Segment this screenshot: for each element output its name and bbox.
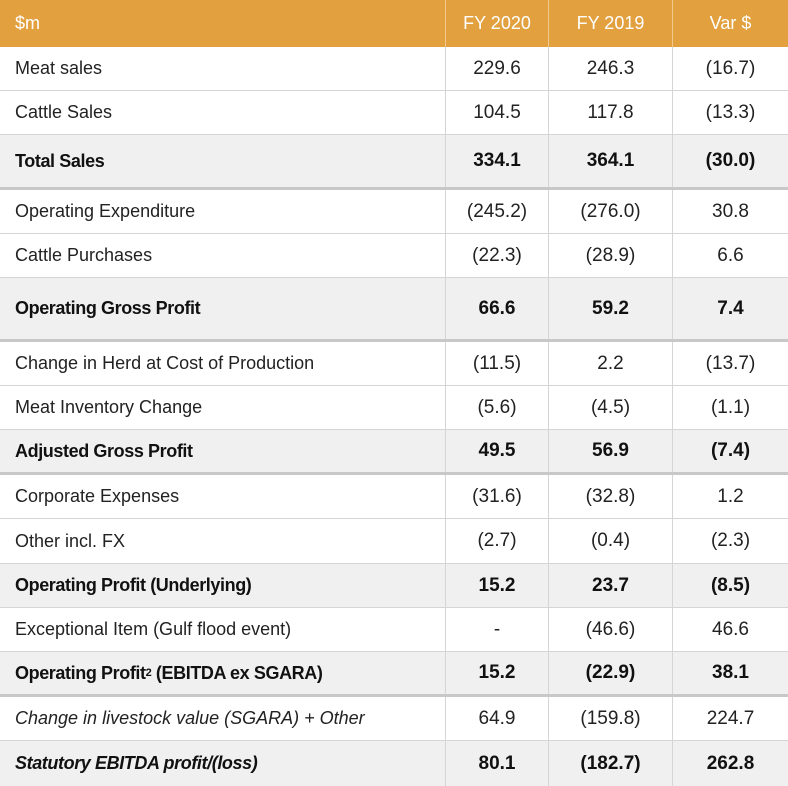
row-fy2020: (22.3) (446, 234, 549, 277)
row-fy2020: 66.6 (446, 278, 549, 339)
row-label: Statutory EBITDA profit/(loss) (0, 741, 446, 786)
table-row: Change in livestock value (SGARA) + Othe… (0, 697, 788, 741)
row-fy2020: 80.1 (446, 741, 549, 786)
table-row-total: Total Sales 334.1 364.1 (30.0) (0, 135, 788, 190)
table-row: Corporate Expenses (31.6) (32.8) 1.2 (0, 475, 788, 519)
table-row: Meat sales 229.6 246.3 (16.7) (0, 47, 788, 91)
row-fy2020: 64.9 (446, 697, 549, 740)
table-row-total: Operating Profit (Underlying) 15.2 23.7 … (0, 564, 788, 608)
row-var: (30.0) (705, 150, 756, 171)
row-fy2020: 104.5 (446, 91, 549, 134)
row-label: Operating Profit (Underlying) (0, 564, 446, 607)
table-row: Meat Inventory Change (5.6) (4.5) (1.1) (0, 386, 788, 430)
row-fy2019: 364.1 (549, 135, 673, 187)
row-label: Total Sales (0, 135, 446, 187)
row-fy2020: 15.2 (446, 652, 549, 694)
row-label: Cattle Purchases (0, 234, 446, 277)
row-var: (16.7) (705, 57, 756, 79)
row-fy2020: 334.1 (446, 135, 549, 187)
row-label: Operating Gross Profit (0, 278, 446, 339)
row-var: (1.1) (710, 396, 751, 418)
row-fy2019: (22.9) (549, 652, 673, 694)
row-label: Operating Expenditure (0, 190, 446, 233)
row-label: Corporate Expenses (0, 475, 446, 518)
row-var: 1.2 (717, 485, 744, 507)
row-fy2019: (4.5) (549, 386, 673, 429)
row-fy2019: (276.0) (549, 190, 673, 233)
table-row: Change in Herd at Cost of Production (11… (0, 342, 788, 386)
row-var: (13.3) (705, 101, 756, 123)
row-label: Change in livestock value (SGARA) + Othe… (0, 697, 446, 740)
row-label: Adjusted Gross Profit (0, 430, 446, 472)
row-label: Meat Inventory Change (0, 386, 446, 429)
row-fy2019: 2.2 (549, 342, 673, 385)
table-row: Other incl. FX (2.7) (0.4) (2.3) (0, 519, 788, 564)
row-fy2019: (0.4) (549, 519, 673, 563)
row-fy2019: 56.9 (549, 430, 673, 472)
row-fy2020: 15.2 (446, 564, 549, 607)
header-label: $m (0, 0, 446, 47)
row-var: (2.3) (710, 530, 751, 551)
row-fy2020: (11.5) (446, 342, 549, 385)
table-row-total: Operating Profit 2 (EBITDA ex SGARA) 15.2… (0, 652, 788, 697)
table-row-total: Operating Gross Profit 66.6 59.2 7.4 (0, 278, 788, 342)
row-fy2019: (159.8) (549, 697, 673, 740)
table-row-total: Statutory EBITDA profit/(loss) 80.1 (182… (0, 741, 788, 786)
row-label: Operating Profit 2 (EBITDA ex SGARA) (0, 652, 446, 694)
row-var: (7.4) (710, 440, 751, 461)
row-fy2019: (182.7) (549, 741, 673, 786)
row-fy2019: 117.8 (549, 91, 673, 134)
row-var: 46.6 (712, 618, 749, 640)
row-fy2019: (46.6) (549, 608, 673, 651)
row-label: Meat sales (0, 47, 446, 90)
row-fy2020: (31.6) (446, 475, 549, 518)
row-fy2020: (245.2) (446, 190, 549, 233)
row-label: Cattle Sales (0, 91, 446, 134)
table-row: Exceptional Item (Gulf flood event) - (4… (0, 608, 788, 652)
row-label-main: Operating Profit (15, 662, 146, 683)
table-row: Cattle Sales 104.5 117.8 (13.3) (0, 91, 788, 135)
header-fy2019: FY 2019 (549, 0, 673, 47)
row-fy2019: 246.3 (549, 47, 673, 90)
table-row-total: Adjusted Gross Profit 49.5 56.9 (7.4) (0, 430, 788, 475)
row-fy2019: 59.2 (549, 278, 673, 339)
row-fy2020: - (446, 608, 549, 651)
row-label: Other incl. FX (0, 519, 446, 563)
row-fy2020: (2.7) (446, 519, 549, 563)
header-var: Var $ (709, 13, 752, 33)
header-fy2020: FY 2020 (446, 0, 549, 47)
row-fy2020: 229.6 (446, 47, 549, 90)
row-label-suffix: (EBITDA ex SGARA) (151, 662, 323, 683)
row-var: 224.7 (706, 707, 755, 729)
row-var: (8.5) (710, 574, 751, 596)
footnote-marker: 2 (145, 667, 152, 679)
row-fy2019: (28.9) (549, 234, 673, 277)
table-row: Cattle Purchases (22.3) (28.9) 6.6 (0, 234, 788, 278)
row-label: Change in Herd at Cost of Production (0, 342, 446, 385)
row-var: 262.8 (706, 752, 755, 774)
row-fy2019: 23.7 (549, 564, 673, 607)
row-fy2020: (5.6) (446, 386, 549, 429)
row-fy2020: 49.5 (446, 430, 549, 472)
row-fy2019: (32.8) (549, 475, 673, 518)
row-var: 7.4 (717, 297, 744, 319)
row-var: 6.6 (717, 244, 744, 266)
row-var: (13.7) (705, 352, 756, 374)
row-label: Exceptional Item (Gulf flood event) (0, 608, 446, 651)
row-var: 30.8 (712, 200, 749, 222)
table-header: $m FY 2020 FY 2019 Var $ (0, 0, 788, 47)
table-row: Operating Expenditure (245.2) (276.0) 30… (0, 190, 788, 234)
row-var: 38.1 (712, 662, 749, 683)
